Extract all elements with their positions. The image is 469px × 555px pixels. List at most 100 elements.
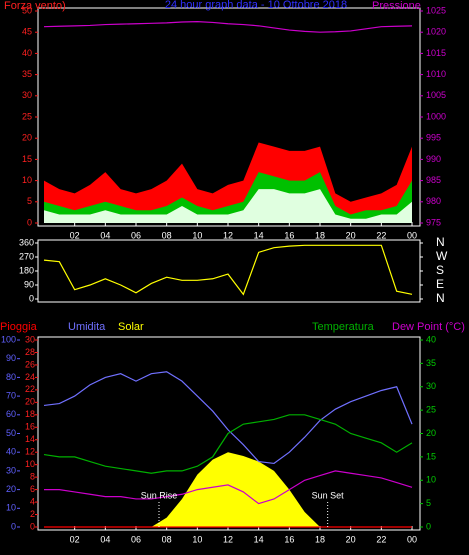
series-area: [44, 189, 412, 223]
x-tick-label: 16: [284, 534, 294, 544]
x-tick-label: 06: [131, 230, 141, 240]
legend-label: Temperatura: [312, 321, 375, 333]
x-tick-label: 00: [407, 230, 417, 240]
y-tick-label: 10: [6, 503, 16, 513]
y-tick-label: 0: [27, 217, 32, 227]
y-tick-label: 980: [426, 196, 441, 206]
y-tick-label: 270: [19, 251, 34, 261]
x-tick-label: 16: [284, 230, 294, 240]
y-tick-label: 990: [426, 154, 441, 164]
y-tick-label: 24: [25, 372, 35, 382]
y-tick-label: E: [436, 277, 444, 291]
legend-label: Pressione: [372, 0, 421, 12]
y-tick-label: 14: [25, 434, 35, 444]
series-line: [44, 470, 413, 505]
y-tick-label: W: [436, 249, 448, 263]
y-tick-label: 22: [25, 384, 35, 394]
y-tick-label: N: [436, 291, 445, 305]
x-tick-label: 18: [315, 230, 325, 240]
x-tick-label: 20: [346, 534, 356, 544]
x-tick-label: 14: [254, 534, 264, 544]
y-tick-label: 975: [426, 217, 441, 227]
x-tick-label: 20: [346, 230, 356, 240]
y-tick-label: S: [436, 263, 444, 277]
y-tick-label: 0: [426, 521, 431, 531]
x-tick-label: 22: [376, 230, 386, 240]
y-tick-label: 40: [22, 48, 32, 58]
y-tick-label: 20: [22, 133, 32, 143]
legend-label: Umidita: [68, 321, 106, 333]
y-tick-label: 10: [22, 175, 32, 185]
y-tick-label: 20: [6, 484, 16, 494]
x-tick-label: 08: [162, 534, 172, 544]
y-tick-label: 8: [30, 472, 35, 482]
y-tick-label: 50: [6, 428, 16, 438]
y-tick-label: 90: [24, 279, 34, 289]
y-tick-label: 30: [25, 334, 35, 344]
y-tick-label: 16: [25, 422, 35, 432]
y-tick-label: 30: [6, 465, 16, 475]
y-tick-label: 360: [19, 237, 34, 247]
annotation: Sun Set: [312, 490, 345, 500]
x-tick-label: 04: [100, 230, 110, 240]
y-axis-label: Forza vento): [4, 0, 66, 12]
y-tick-label: 0: [29, 293, 34, 303]
y-tick-label: 5: [27, 196, 32, 206]
x-tick-label: 00: [407, 534, 417, 544]
x-tick-label: 02: [70, 230, 80, 240]
y-tick-label: 26: [25, 359, 35, 369]
y-tick-label: 4: [30, 496, 35, 506]
y-tick-label: 985: [426, 175, 441, 185]
y-tick-label: 20: [25, 397, 35, 407]
x-tick-label: 12: [223, 534, 233, 544]
y-tick-label: 25: [22, 111, 32, 121]
x-tick-label: 10: [192, 534, 202, 544]
y-tick-label: 1005: [426, 90, 446, 100]
x-tick-label: 04: [100, 534, 110, 544]
y-tick-label: 15: [22, 154, 32, 164]
y-tick-label: 0: [11, 521, 16, 531]
y-tick-label: 45: [22, 27, 32, 37]
x-tick-label: 06: [131, 534, 141, 544]
x-tick-label: 22: [376, 534, 386, 544]
series-line: [43, 244, 413, 296]
x-tick-label: 12: [223, 230, 233, 240]
y-tick-label: 2: [30, 509, 35, 519]
legend-label: Pioggia: [0, 321, 38, 333]
series-line: [43, 414, 413, 474]
y-tick-label: 1010: [426, 69, 446, 79]
x-tick-label: 14: [254, 230, 264, 240]
y-tick-label: 28: [25, 347, 35, 357]
y-tick-label: 15: [426, 451, 436, 461]
y-tick-label: 5: [426, 498, 431, 508]
y-tick-label: 30: [426, 381, 436, 391]
y-tick-label: 40: [6, 447, 16, 457]
y-tick-label: 10: [25, 459, 35, 469]
y-tick-label: 70: [6, 390, 16, 400]
y-tick-label: 50: [22, 5, 32, 15]
y-tick-label: 0: [30, 521, 35, 531]
y-tick-label: 1020: [426, 27, 446, 37]
chart-title: 24 hour graph data - 10 Ottobre 2018: [165, 0, 347, 11]
y-tick-label: 180: [19, 265, 34, 275]
x-tick-label: 10: [192, 230, 202, 240]
series-line: [43, 371, 413, 465]
y-tick-label: 1025: [426, 5, 446, 15]
y-tick-label: 35: [22, 69, 32, 79]
series-line: [43, 20, 413, 33]
plot-frame: [37, 239, 421, 303]
y-tick-label: 40: [426, 334, 436, 344]
y-tick-label: 35: [426, 358, 436, 368]
y-tick-label: 80: [6, 372, 16, 382]
y-tick-label: 995: [426, 133, 441, 143]
x-tick-label: 02: [70, 534, 80, 544]
y-tick-label: 18: [25, 409, 35, 419]
x-tick-label: 08: [162, 230, 172, 240]
y-tick-label: 12: [25, 447, 35, 457]
y-tick-label: 20: [426, 428, 436, 438]
series-area: [44, 452, 412, 527]
y-tick-label: 90: [6, 353, 16, 363]
y-tick-label: 100: [1, 334, 16, 344]
y-tick-label: 6: [30, 484, 35, 494]
